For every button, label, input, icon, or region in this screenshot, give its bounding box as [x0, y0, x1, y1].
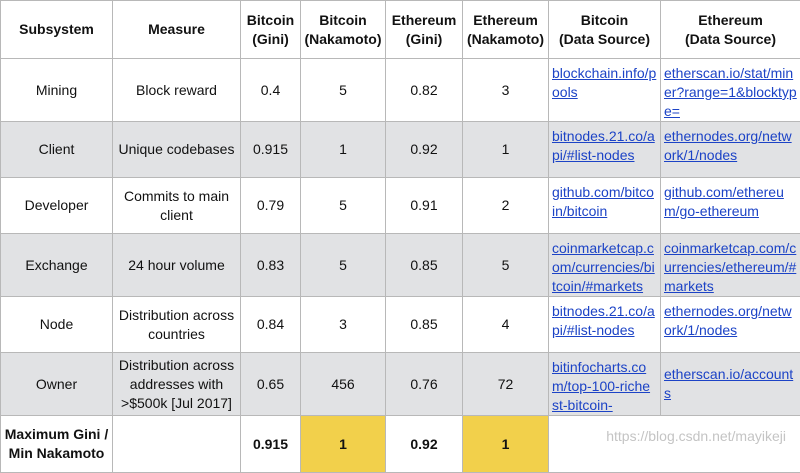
- cell-eth-nakamoto: 72: [463, 353, 549, 416]
- cell-btc-gini: 0.83: [241, 234, 301, 297]
- cell-btc-nakamoto: 5: [301, 234, 386, 297]
- btc-source-link[interactable]: coinmarketcap.com/currencies/bitcoin/#ma…: [552, 240, 655, 294]
- cell-btc-nakamoto: 5: [301, 59, 386, 122]
- cell-eth-nakamoto: 3: [463, 59, 549, 122]
- cell-btc-gini: 0.4: [241, 59, 301, 122]
- cell-btc-gini: 0.79: [241, 178, 301, 234]
- summary-btc-gini: 0.915: [241, 416, 301, 473]
- cell-measure: Block reward: [113, 59, 241, 122]
- summary-empty-cell: [549, 416, 661, 473]
- cell-btc-gini: 0.915: [241, 122, 301, 178]
- btc-source-link[interactable]: bitinfocharts.com/top-100-richest-bitcoi…: [552, 359, 650, 413]
- cell-eth-nakamoto: 4: [463, 297, 549, 353]
- header-btc-gini: Bitcoin (Gini): [241, 1, 301, 59]
- cell-measure: Commits to main client: [113, 178, 241, 234]
- table-row-client: Client Unique codebases 0.915 1 0.92 1 b…: [1, 122, 800, 178]
- table-row-mining: Mining Block reward 0.4 5 0.82 3 blockch…: [1, 59, 800, 122]
- table-row-exchange: Exchange 24 hour volume 0.83 5 0.85 5 co…: [1, 234, 800, 297]
- header-eth-nakamoto: Ethereum (Nakamoto): [463, 1, 549, 59]
- header-eth-gini: Ethereum (Gini): [386, 1, 463, 59]
- eth-source-link[interactable]: coinmarketcap.com/currencies/ethereum/#m…: [664, 240, 796, 294]
- summary-btc-nakamoto: 1: [301, 416, 386, 473]
- cell-btc-nakamoto: 456: [301, 353, 386, 416]
- header-btc-nakamoto: Bitcoin (Nakamoto): [301, 1, 386, 59]
- cell-measure: 24 hour volume: [113, 234, 241, 297]
- cell-btc-nakamoto: 1: [301, 122, 386, 178]
- table-row-developer: Developer Commits to main client 0.79 5 …: [1, 178, 800, 234]
- cell-measure: Distribution across addresses with >$500…: [113, 353, 241, 416]
- btc-source-link[interactable]: github.com/bitcoin/bitcoin: [552, 184, 654, 219]
- cell-subsystem: Exchange: [1, 234, 113, 297]
- cell-measure: Unique codebases: [113, 122, 241, 178]
- eth-source-link[interactable]: etherscan.io/accounts: [664, 366, 793, 401]
- cell-btc-gini: 0.84: [241, 297, 301, 353]
- cell-eth-gini: 0.82: [386, 59, 463, 122]
- table-row-node: Node Distribution across countries 0.84 …: [1, 297, 800, 353]
- eth-source-link[interactable]: etherscan.io/stat/miner?range=1&blocktyp…: [664, 65, 797, 119]
- header-row: Subsystem Measure Bitcoin (Gini) Bitcoin…: [1, 1, 800, 59]
- summary-eth-nakamoto: 1: [463, 416, 549, 473]
- cell-eth-gini: 0.85: [386, 297, 463, 353]
- cell-btc-gini: 0.65: [241, 353, 301, 416]
- watermark: https://blog.csdn.net/mayikeji: [606, 428, 786, 444]
- header-subsystem: Subsystem: [1, 1, 113, 59]
- cell-measure: Distribution across countries: [113, 297, 241, 353]
- eth-source-link[interactable]: ethernodes.org/network/1/nodes: [664, 128, 792, 163]
- btc-source-link[interactable]: bitnodes.21.co/api/#list-nodes: [552, 128, 655, 163]
- cell-subsystem: Mining: [1, 59, 113, 122]
- cell-eth-gini: 0.92: [386, 122, 463, 178]
- summary-empty-cell: [661, 416, 800, 473]
- cell-subsystem: Client: [1, 122, 113, 178]
- cell-eth-nakamoto: 1: [463, 122, 549, 178]
- cell-eth-nakamoto: 5: [463, 234, 549, 297]
- cell-eth-gini: 0.76: [386, 353, 463, 416]
- cell-subsystem: Owner: [1, 353, 113, 416]
- table-row-owner: Owner Distribution across addresses with…: [1, 353, 800, 416]
- header-eth-source: Ethereum (Data Source): [661, 1, 800, 59]
- header-measure: Measure: [113, 1, 241, 59]
- summary-empty-cell: [113, 416, 241, 473]
- cell-btc-nakamoto: 5: [301, 178, 386, 234]
- eth-source-link[interactable]: github.com/ethereum/go-ethereum: [664, 184, 784, 219]
- summary-row: Maximum Gini / Min Nakamoto 0.915 1 0.92…: [1, 416, 800, 473]
- cell-btc-nakamoto: 3: [301, 297, 386, 353]
- cell-subsystem: Node: [1, 297, 113, 353]
- cell-eth-gini: 0.85: [386, 234, 463, 297]
- cell-subsystem: Developer: [1, 178, 113, 234]
- cell-eth-nakamoto: 2: [463, 178, 549, 234]
- header-btc-source: Bitcoin (Data Source): [549, 1, 661, 59]
- summary-label: Maximum Gini / Min Nakamoto: [1, 416, 113, 473]
- eth-source-link[interactable]: ethernodes.org/network/1/nodes: [664, 303, 792, 338]
- summary-eth-gini: 0.92: [386, 416, 463, 473]
- btc-source-link[interactable]: bitnodes.21.co/api/#list-nodes: [552, 303, 655, 338]
- btc-source-link[interactable]: blockchain.info/pools: [552, 65, 656, 100]
- cell-eth-gini: 0.91: [386, 178, 463, 234]
